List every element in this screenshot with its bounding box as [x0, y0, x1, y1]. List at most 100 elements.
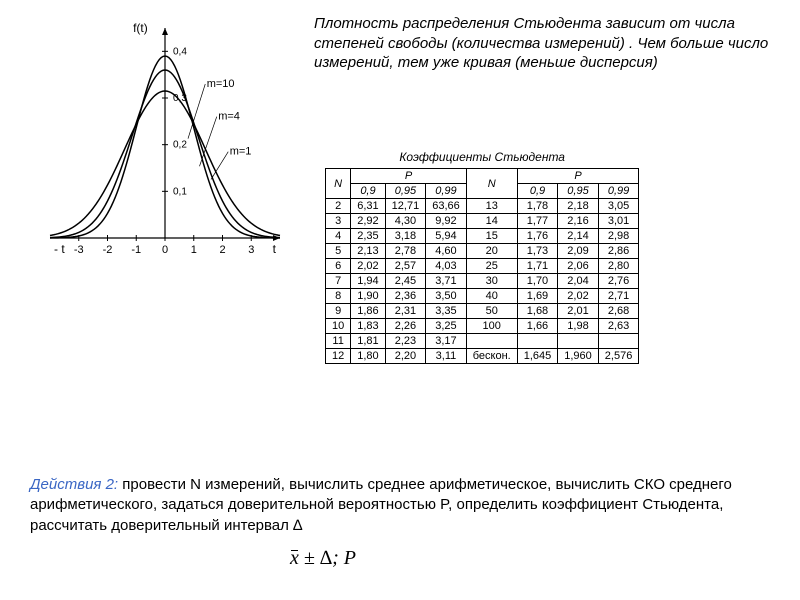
table-header-cell: 0,9	[351, 184, 385, 199]
table-cell: 14	[466, 214, 517, 229]
table-header-cell: P	[351, 169, 466, 184]
table-header-cell: 0,99	[598, 184, 639, 199]
table-row: 32,924,309,92141,772,163,01	[326, 214, 639, 229]
table-cell: 8	[326, 289, 351, 304]
table-cell: 20	[466, 244, 517, 259]
table-header-cell: N	[466, 169, 517, 199]
table-cell: 3,17	[426, 334, 467, 349]
table-cell: 15	[466, 229, 517, 244]
table-cell: 1,80	[351, 349, 385, 364]
svg-text:0,4: 0,4	[173, 46, 187, 57]
confidence-formula: x ± ∆; P	[290, 547, 356, 570]
table-cell: 1,66	[517, 319, 558, 334]
table-cell: 2,576	[598, 349, 639, 364]
student-coeff-table: NPNP0,90,950,990,90,950,9926,3112,7163,6…	[325, 168, 639, 364]
table-cell: 1,68	[517, 304, 558, 319]
table-cell: 2,02	[558, 289, 599, 304]
svg-text:m=4: m=4	[218, 111, 240, 123]
table-cell: 3	[326, 214, 351, 229]
table-header-cell: 0,95	[385, 184, 426, 199]
table-cell: 3,25	[426, 319, 467, 334]
table-cell: 6,31	[351, 199, 385, 214]
table-cell: 4	[326, 229, 351, 244]
table-cell: 12	[326, 349, 351, 364]
table-cell: 1,71	[517, 259, 558, 274]
formula-p: P	[344, 547, 356, 569]
table-cell: бескон.	[466, 349, 517, 364]
table-cell: 1,81	[351, 334, 385, 349]
table-cell: 1,77	[517, 214, 558, 229]
table-cell: 4,30	[385, 214, 426, 229]
table-cell: 2,98	[598, 229, 639, 244]
table-cell: 3,35	[426, 304, 467, 319]
table-cell: 5,94	[426, 229, 467, 244]
table-row: 52,132,784,60201,732,092,86	[326, 244, 639, 259]
table-cell: 2,63	[598, 319, 639, 334]
table-row: 26,3112,7163,66131,782,183,05	[326, 199, 639, 214]
table-cell: 2,57	[385, 259, 426, 274]
table-cell: 2,26	[385, 319, 426, 334]
table-cell: 30	[466, 274, 517, 289]
table-cell: 3,01	[598, 214, 639, 229]
svg-text:3: 3	[248, 244, 254, 256]
table-cell: 1,645	[517, 349, 558, 364]
table-cell: 3,50	[426, 289, 467, 304]
table-title: Коэффициенты Стьюдента	[325, 150, 639, 164]
table-cell: 1,98	[558, 319, 599, 334]
table-cell	[517, 334, 558, 349]
table-cell: 10	[326, 319, 351, 334]
table-cell: 2,68	[598, 304, 639, 319]
svg-text:0,2: 0,2	[173, 140, 187, 151]
student-density-chart: -3-2-101230,10,20,30,4f(t)- ttm=10m=4m=1	[10, 8, 300, 268]
table-cell: 2,80	[598, 259, 639, 274]
table-cell: 2,02	[351, 259, 385, 274]
formula-pm-delta: ± ∆;	[299, 547, 344, 569]
table-row: 71,942,453,71301,702,042,76	[326, 274, 639, 289]
svg-text:m=1: m=1	[230, 146, 252, 158]
table-cell: 2,06	[558, 259, 599, 274]
table-cell: 2,76	[598, 274, 639, 289]
table-cell: 11	[326, 334, 351, 349]
table-cell: 1,76	[517, 229, 558, 244]
table-header-cell: 0,99	[426, 184, 467, 199]
svg-text:m=10: m=10	[207, 78, 235, 90]
svg-text:f(t): f(t)	[133, 21, 148, 35]
table-cell: 1,94	[351, 274, 385, 289]
table-cell: 2,13	[351, 244, 385, 259]
student-coeff-table-region: Коэффициенты Стьюдента NPNP0,90,950,990,…	[325, 150, 639, 364]
table-cell: 2,04	[558, 274, 599, 289]
table-cell: 2,36	[385, 289, 426, 304]
table-cell: 9	[326, 304, 351, 319]
table-cell	[558, 334, 599, 349]
table-cell: 2,09	[558, 244, 599, 259]
table-cell: 3,18	[385, 229, 426, 244]
svg-text:-1: -1	[131, 244, 141, 256]
table-cell: 2,16	[558, 214, 599, 229]
table-cell: 3,11	[426, 349, 467, 364]
table-cell: 1,69	[517, 289, 558, 304]
table-cell: 2,23	[385, 334, 426, 349]
table-row: 101,832,263,251001,661,982,63	[326, 319, 639, 334]
table-cell: 9,92	[426, 214, 467, 229]
table-cell: 1,78	[517, 199, 558, 214]
actions-paragraph: Действия 2: провести N измерений, вычисл…	[30, 475, 750, 536]
table-cell: 2,92	[351, 214, 385, 229]
table-cell: 7	[326, 274, 351, 289]
table-cell: 4,60	[426, 244, 467, 259]
table-row: 121,802,203,11бескон.1,6451,9602,576	[326, 349, 639, 364]
table-cell: 2,71	[598, 289, 639, 304]
table-cell: 2,20	[385, 349, 426, 364]
table-cell: 4,03	[426, 259, 467, 274]
table-header-cell: P	[517, 169, 639, 184]
table-cell: 1,86	[351, 304, 385, 319]
svg-text:-3: -3	[74, 244, 84, 256]
table-cell: 1,83	[351, 319, 385, 334]
table-cell: 2,31	[385, 304, 426, 319]
table-cell: 5	[326, 244, 351, 259]
table-header-cell: 0,9	[517, 184, 558, 199]
table-row: 111,812,233,17	[326, 334, 639, 349]
table-cell: 3,71	[426, 274, 467, 289]
actions-label: Действия 2:	[30, 476, 118, 493]
table-cell: 1,70	[517, 274, 558, 289]
table-cell: 1,73	[517, 244, 558, 259]
